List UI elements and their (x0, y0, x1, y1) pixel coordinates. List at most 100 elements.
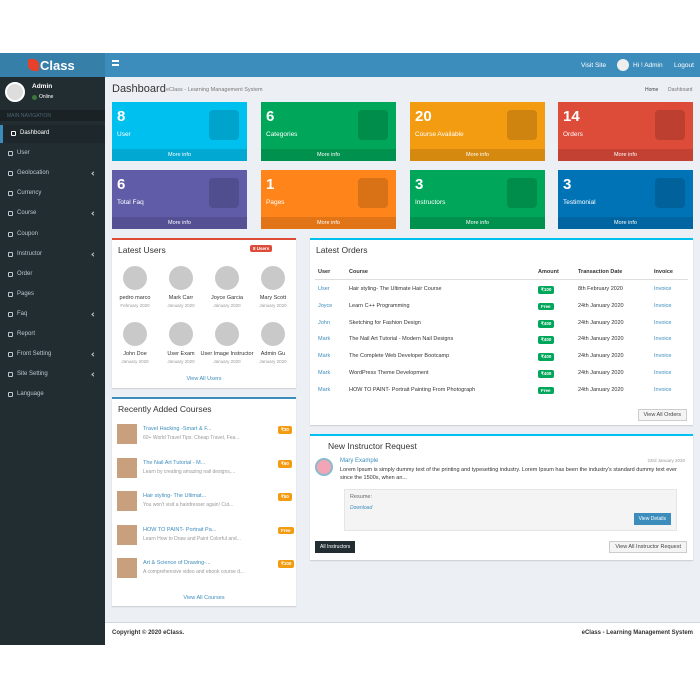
course-title[interactable]: Art & Science of Drawing-... (143, 560, 211, 566)
user-name[interactable]: Admin Gu (260, 351, 286, 357)
stat-link: More info (317, 151, 340, 158)
menu-item[interactable]: Course (0, 205, 105, 223)
stat-link: More info (614, 151, 637, 158)
stat-footer[interactable]: More info (410, 217, 545, 229)
user-name[interactable]: Mary Scott (259, 295, 287, 301)
order-user[interactable]: Mark (318, 370, 331, 376)
invoice-link[interactable]: Invoice (654, 370, 672, 376)
menu-item[interactable]: Order (0, 266, 105, 284)
menu-item[interactable]: Front Setting (0, 346, 105, 364)
nav-link[interactable]: Hi ! Admin (633, 62, 663, 69)
stat-footer[interactable]: More info (261, 217, 396, 229)
stat-box: 8 User More info (112, 102, 247, 161)
user-name[interactable]: User Image Instructor (200, 351, 254, 357)
view-all-button[interactable]: View All Instructor Request (609, 541, 687, 553)
course-title[interactable]: Hair styling- The Ultimat... (143, 493, 207, 499)
invoice-link[interactable]: Invoice (654, 353, 672, 360)
course-desc: 60+ World Travel Tips: Cheap Travel, Fea… (143, 435, 240, 441)
menu-item[interactable]: Language (0, 386, 105, 404)
stat-icon (209, 110, 239, 140)
stat-footer[interactable]: More info (410, 149, 545, 161)
order-user[interactable]: Joyce (318, 302, 333, 309)
order-user[interactable]: User (318, 286, 330, 292)
user-avatar[interactable] (261, 322, 285, 346)
stat-footer[interactable]: More info (261, 149, 396, 161)
user-avatar[interactable] (123, 322, 147, 346)
course-thumb (117, 558, 137, 578)
stat-footer[interactable]: More info (558, 149, 693, 161)
stat-box: 1 Pages More info (261, 170, 396, 229)
stat-footer[interactable]: More info (112, 217, 247, 229)
courses-panel: Recently Added Courses Travel Hacking -Sm… (112, 397, 296, 606)
user-date: January 2020 (121, 359, 149, 364)
invoice-link[interactable]: Invoice (654, 319, 672, 326)
stat-value: 6 (117, 176, 126, 193)
menu-item[interactable]: Dashboard (0, 125, 105, 143)
menu-item[interactable]: Coupon (0, 226, 105, 244)
user-name[interactable]: Mark Carr (168, 295, 194, 301)
view-all-link[interactable]: View All Courses (183, 595, 225, 601)
invoice-link[interactable]: Invoice (654, 336, 672, 343)
menu-icon (8, 291, 13, 297)
users-panel: Latest Users 8 Users pedro marco February 2… (112, 238, 296, 388)
user-avatar[interactable] (123, 266, 147, 290)
course-title[interactable]: HOW TO PAINT- Portrait Pa... (143, 526, 217, 533)
order-user[interactable]: Mark (318, 386, 331, 393)
stat-icon (358, 178, 388, 208)
user-name[interactable]: User Exam (167, 351, 195, 357)
stat-value: 8 (117, 108, 126, 125)
stat-value: 1 (266, 176, 275, 193)
order-user[interactable]: Mark (318, 353, 331, 360)
order-date: 24th January 2020 (578, 302, 624, 309)
view-details-button[interactable]: View Details (633, 513, 671, 525)
view-all-button[interactable]: View All Orders (637, 409, 687, 421)
user-avatar[interactable] (169, 322, 193, 346)
menu-item[interactable]: Geolocation (0, 165, 105, 183)
menu-item[interactable]: Pages (0, 286, 105, 304)
user-avatar[interactable] (215, 266, 239, 290)
download-link[interactable]: Download (350, 505, 373, 511)
menu-label: Instructor (17, 250, 43, 257)
menu-item[interactable]: Currency (0, 185, 105, 203)
nav-link[interactable]: Visit Site (581, 62, 607, 69)
view-all-link[interactable]: View All Users (186, 376, 222, 382)
user-avatar[interactable] (169, 266, 193, 290)
nav-link[interactable]: Logout (674, 62, 694, 69)
logo-text[interactable]: Class (40, 58, 75, 73)
menu-icon (8, 151, 13, 157)
menu-label: Site Setting (17, 371, 48, 378)
price-badge: ₹60 (278, 459, 292, 468)
sidebar (0, 77, 105, 645)
menu-label: Pages (17, 290, 35, 297)
user-name[interactable]: Joyce Garcia (210, 295, 244, 301)
logo-icon (28, 59, 39, 71)
instructor-name[interactable]: Mary Example (340, 458, 379, 464)
menu-item[interactable]: User (0, 145, 105, 163)
menu-item[interactable]: Report (0, 326, 105, 344)
invoice-link[interactable]: Invoice (654, 286, 672, 292)
course-title[interactable]: Travel Hacking -Smart & F... (143, 426, 212, 432)
breadcrumb[interactable]: Home (645, 87, 659, 93)
invoice-link[interactable]: Invoice (654, 386, 672, 393)
stat-footer[interactable]: More info (558, 217, 693, 229)
menu-label: Currency (17, 190, 42, 197)
user-avatar[interactable] (261, 266, 285, 290)
stat-footer[interactable]: More info (112, 149, 247, 161)
invoice-link[interactable]: Invoice (654, 302, 672, 309)
user-name[interactable]: pedro marco (119, 295, 151, 301)
user-avatar[interactable] (215, 322, 239, 346)
page-subtitle: eClass - Learning Management System (166, 87, 263, 93)
menu-item[interactable]: Faq (0, 306, 105, 324)
course-title[interactable]: The Nail Art Tutorial - M... (143, 459, 206, 466)
menu-item[interactable]: Site Setting (0, 366, 105, 384)
user-name[interactable]: John Doe (123, 351, 147, 357)
all-instructors-button[interactable]: All Instructors (315, 541, 356, 553)
order-user[interactable]: John (318, 319, 330, 326)
page-title: Dashboard (112, 83, 166, 95)
menu-toggle[interactable] (112, 60, 119, 66)
menu-arrow (91, 312, 96, 317)
admin-avatar (617, 59, 629, 71)
menu-item[interactable]: Instructor (0, 246, 105, 264)
stat-link: More info (317, 219, 340, 226)
order-user[interactable]: Mark (318, 336, 331, 343)
